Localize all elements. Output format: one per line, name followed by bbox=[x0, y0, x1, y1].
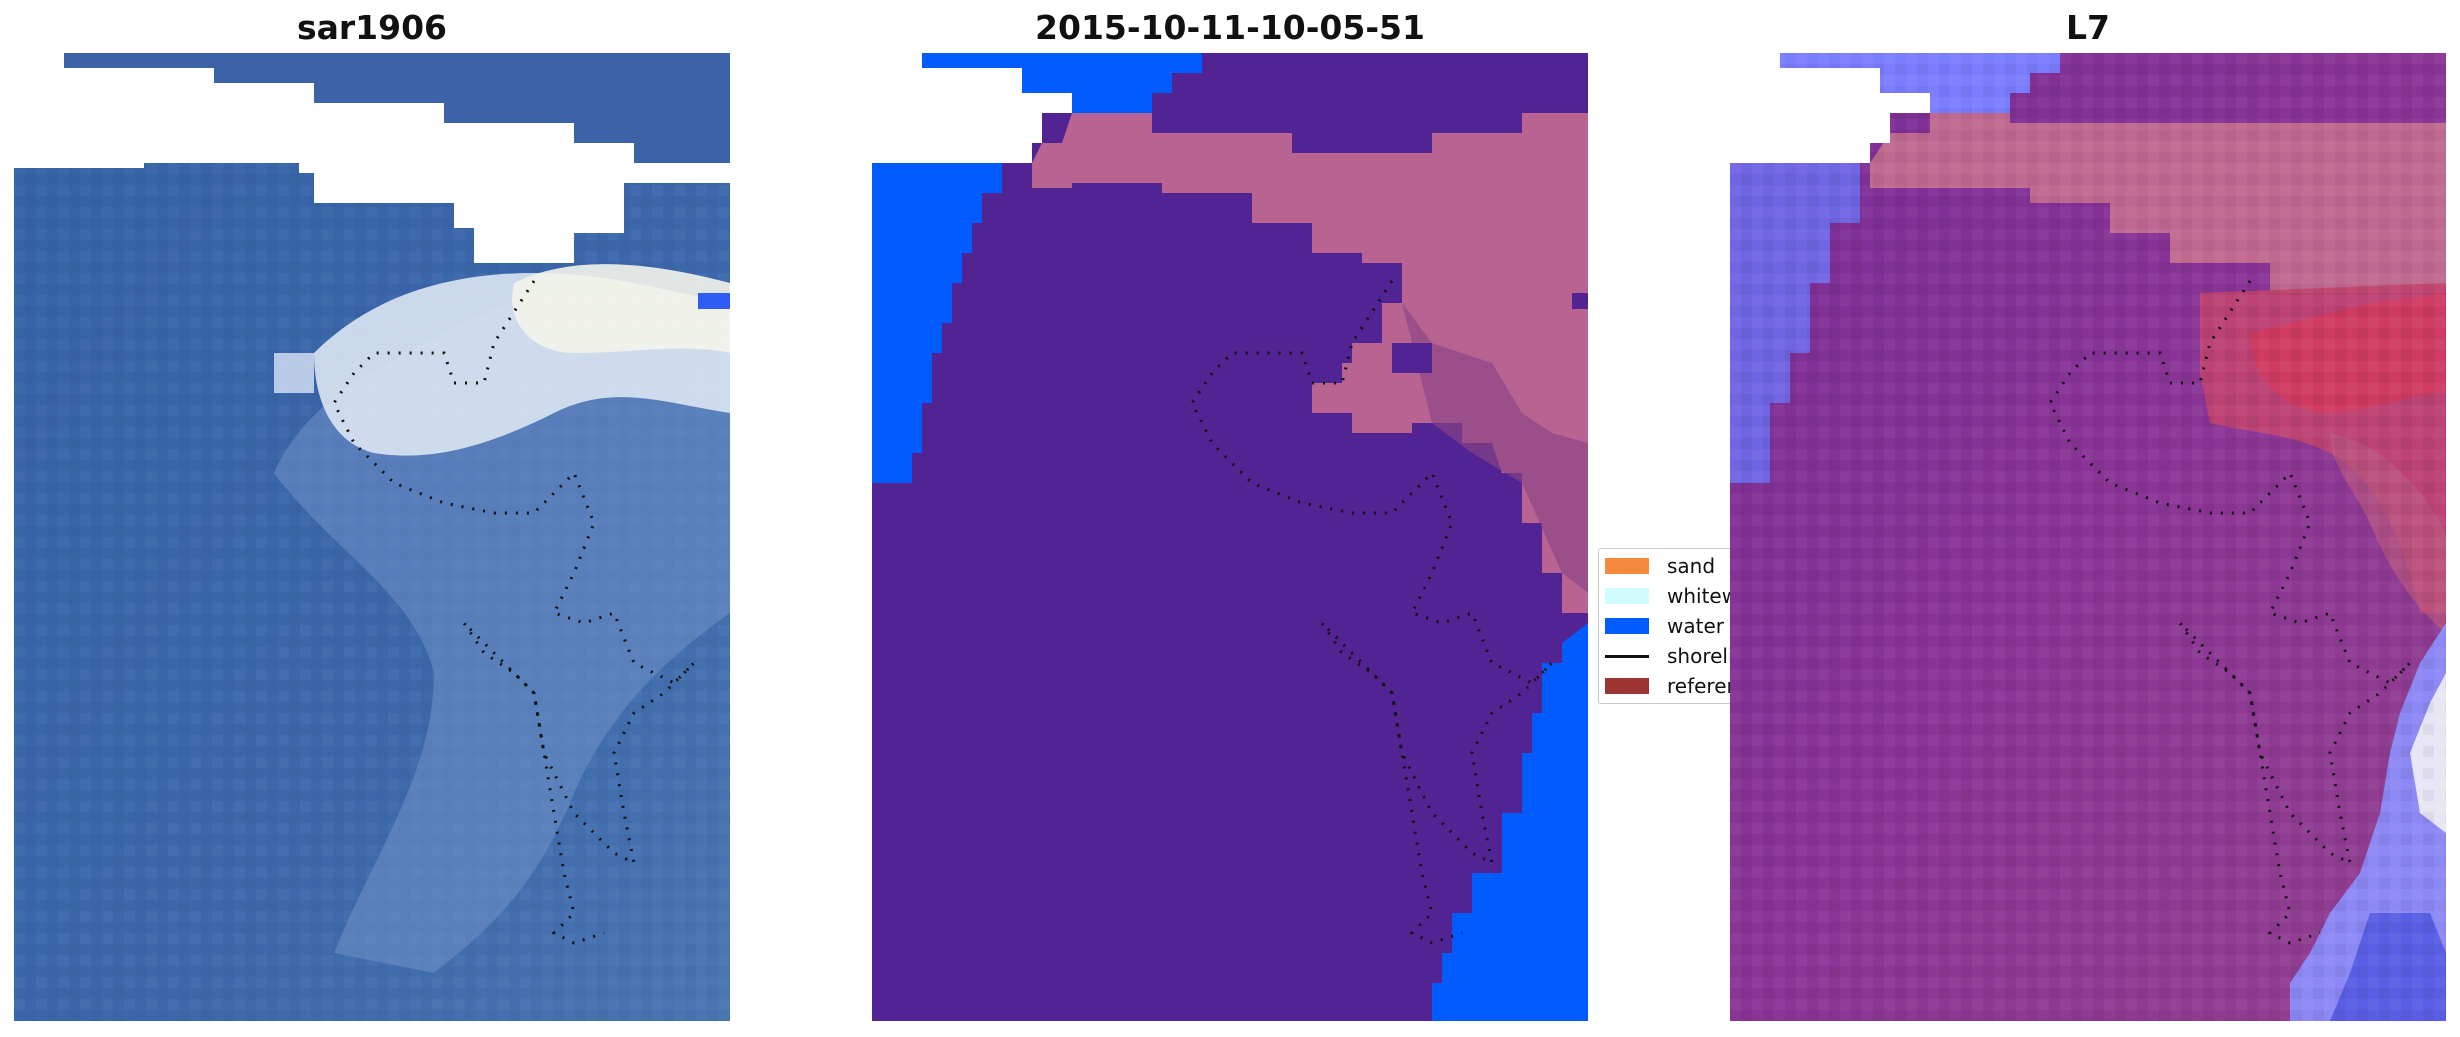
panel-title-overlay: L7 bbox=[2066, 8, 2110, 47]
legend-label-reference: reference bbox=[1667, 674, 1730, 698]
legend-swatch-sand bbox=[1605, 558, 1649, 574]
nodata-mask-3 bbox=[1730, 53, 1930, 163]
class-water-right bbox=[1432, 623, 1588, 1021]
class-water-left bbox=[872, 163, 1002, 483]
legend-item-shoreline: shoreline bbox=[1605, 644, 1730, 668]
panel-title-classification: 2015-10-11-10-05-51 bbox=[1035, 8, 1425, 47]
classification-image bbox=[872, 53, 1588, 1021]
legend-swatch-reference bbox=[1605, 678, 1649, 694]
panel-title-rgb: sar1906 bbox=[296, 8, 448, 47]
overlay-panel: L7 bbox=[1730, 0, 2446, 1037]
class-land bbox=[1032, 113, 1588, 613]
rgb-image-panel: sar1906 bbox=[14, 0, 730, 1037]
legend-label-water: water bbox=[1667, 614, 1724, 638]
nodata-mask-2 bbox=[872, 53, 1072, 163]
rgb-image bbox=[14, 53, 730, 1021]
cloud-region bbox=[274, 289, 730, 973]
legend-label-shoreline: shoreline bbox=[1667, 644, 1730, 668]
legend-swatch-whitewater bbox=[1605, 588, 1649, 604]
classification-panel: 2015-10-11-10-05-51 bbox=[872, 0, 1588, 1037]
legend-item-water: water bbox=[1605, 614, 1730, 638]
legend-swatch-water bbox=[1605, 618, 1649, 634]
legend-item-reference: reference bbox=[1605, 674, 1730, 698]
overlay-image bbox=[1730, 53, 2446, 1021]
legend-item-sand: sand bbox=[1605, 554, 1730, 578]
legend-label-sand: sand bbox=[1667, 554, 1716, 578]
legend-line-shoreline bbox=[1605, 655, 1649, 658]
